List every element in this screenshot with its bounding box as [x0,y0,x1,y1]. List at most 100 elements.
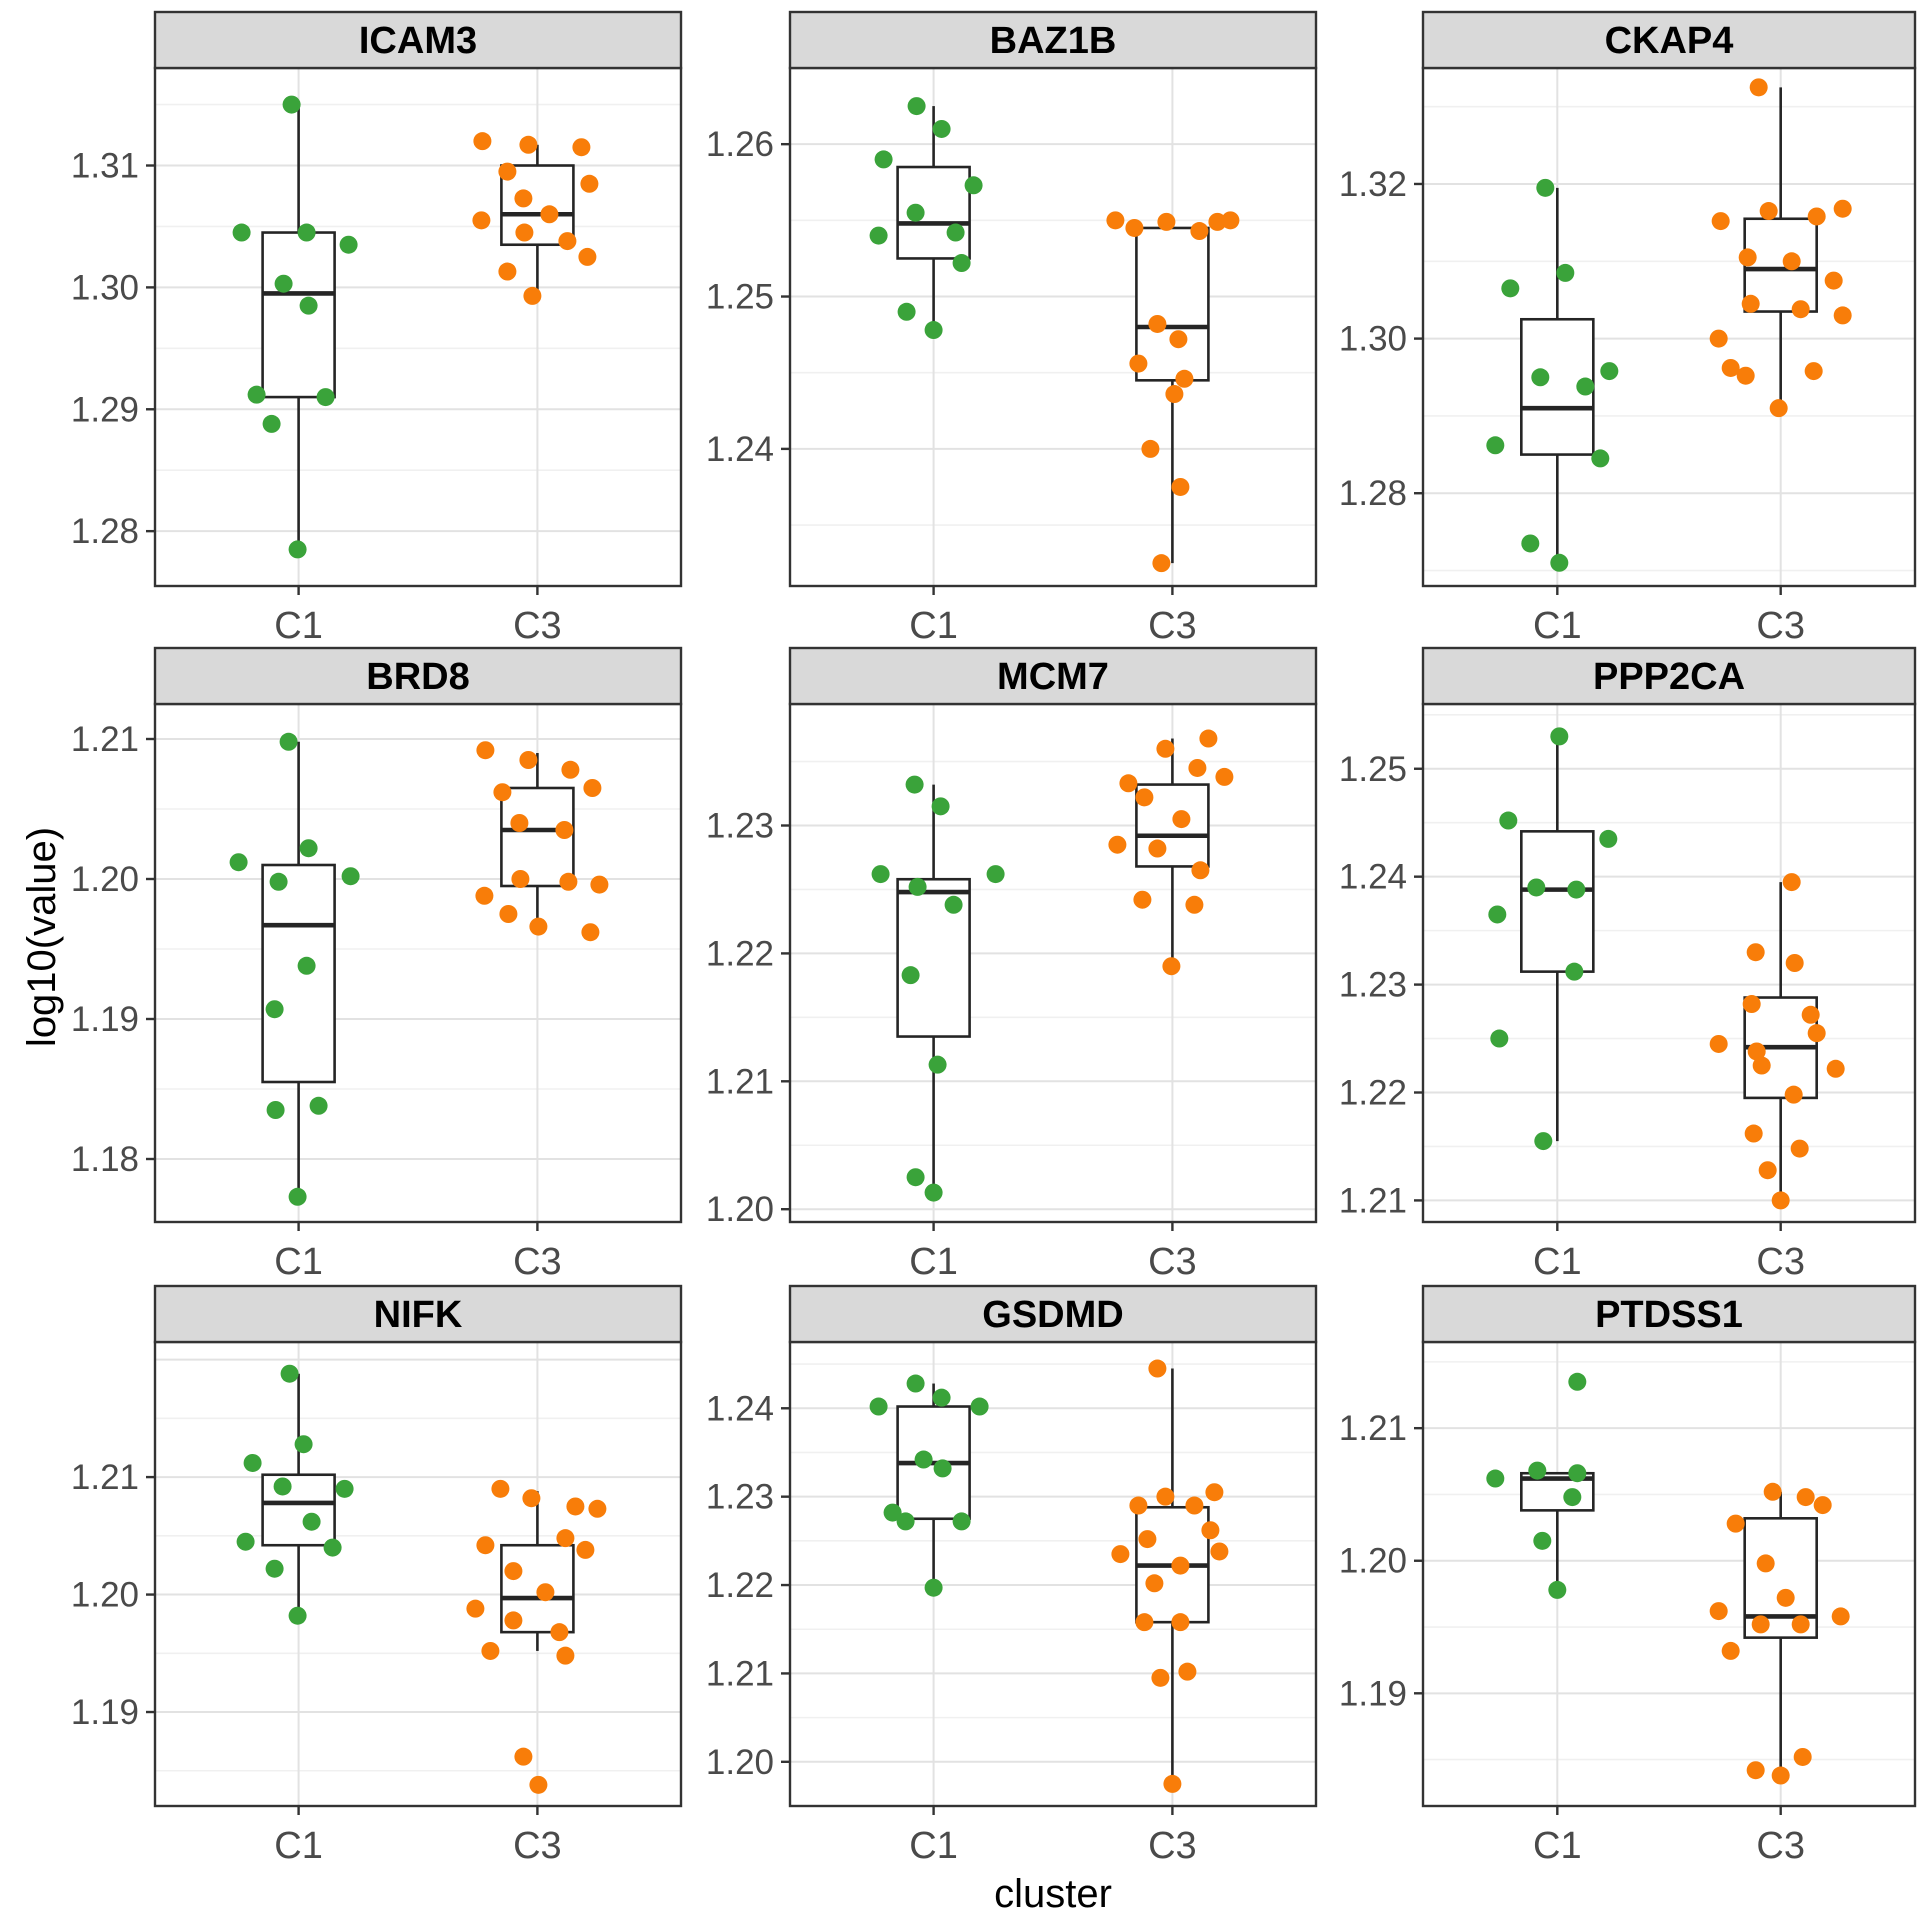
jitter-point-C3 [1162,957,1181,976]
jitter-point-C1 [279,732,298,751]
jitter-point-C3 [1148,1359,1167,1378]
jitter-point-C3 [529,1775,548,1794]
iqr-box [500,164,575,247]
jitter-point-C3 [1758,1161,1777,1180]
jitter-point-C1 [280,1364,299,1383]
jitter-point-C3 [1782,252,1801,271]
jitter-point-C3 [529,917,548,936]
facet-strip [788,10,1318,70]
jitter-point-C1 [1499,811,1518,830]
facet-strip-title: PPP2CA [1593,656,1745,698]
jitter-point-C3 [1171,1613,1190,1632]
jitter-point-C3 [519,751,538,769]
jitter-point-C1 [273,1477,292,1496]
box-CKAP4-C3 [1743,87,1818,409]
jitter-point-C1 [1527,878,1546,897]
jitter-point-C1 [1486,1469,1505,1488]
box-BRD8-C1 [261,741,336,1197]
y-tick-label: 1.19 [71,1693,139,1732]
facet-strip-title: BAZ1B [990,20,1117,62]
jitter-point-C1 [232,223,251,242]
jitter-point-C3 [1807,1024,1826,1043]
panel-PTDSS1: PTDSS1 1.19 1.20 1.21 C1 C3 [1339,1284,1917,1867]
jitter-point-C1 [931,797,950,816]
jitter-point-C1 [932,1388,951,1407]
jitter-point-C1 [908,877,927,896]
jitter-point-C1 [302,1512,321,1531]
jitter-point-C3 [1188,758,1207,777]
jitter-point-C1 [896,1512,915,1531]
y-tick-label: 1.29 [71,390,139,429]
jitter-point-C1 [274,274,293,293]
jitter-point-C3 [514,189,533,208]
jitter-point-C3 [1756,1554,1775,1573]
jitter-point-C1 [901,966,920,985]
jitter-point-C3 [511,870,530,888]
jitter-point-C3 [1785,954,1804,972]
y-tick-label: 1.18 [71,1140,139,1179]
panel-CKAP4: CKAP4 1.28 1.30 1.32 C1 C3 [1339,10,1917,647]
y-tick-label: 1.21 [71,720,139,759]
jitter-point-C3 [1108,835,1127,854]
jitter-point-C1 [932,119,951,138]
jitter-point-C3 [1135,788,1154,807]
facet-strip [788,646,1318,706]
jitter-point-C3 [583,779,602,797]
jitter-point-C3 [1796,1488,1815,1507]
jitter-point-C1 [236,1532,255,1551]
panel-BRD8: BRD8 1.18 1.19 1.20 1.21 C1 C3 [71,646,683,1283]
x-tick-label: C3 [513,1241,562,1283]
jitter-point-C3 [1752,1056,1771,1075]
iqr-box [261,863,336,1084]
jitter-point-C3 [1156,1487,1175,1506]
jitter-point-C1 [266,1101,285,1119]
y-tick-label: 1.25 [706,278,774,317]
jitter-point-C3 [1749,78,1768,97]
jitter-point-C3 [1165,385,1184,404]
jitter-point-C3 [510,814,529,832]
jitter-point-C1 [335,1479,354,1498]
y-tick-label: 1.22 [706,1566,774,1605]
jitter-point-C3 [1205,1483,1224,1502]
jitter-point-C3 [1208,212,1227,231]
jitter-point-C3 [504,1611,523,1630]
jitter-point-C3 [1833,306,1852,325]
jitter-point-C1 [952,1512,971,1531]
jitter-point-C3 [1709,1034,1728,1053]
x-tick-label: C3 [513,1825,562,1867]
jitter-point-C3 [550,1623,569,1642]
jitter-point-C1 [1556,263,1575,282]
jitter-point-C3 [1111,1545,1130,1564]
jitter-point-C1 [297,956,316,975]
jitter-point-C3 [1148,314,1167,333]
jitter-point-C3 [1721,1641,1740,1660]
x-axis-title: cluster [994,1872,1112,1916]
jitter-point-C3 [1782,873,1801,892]
jitter-point-C3 [1185,895,1204,914]
jitter-point-C3 [504,1562,523,1581]
jitter-point-C3 [1125,218,1144,237]
jitter-point-C3 [1742,995,1761,1014]
jitter-point-C3 [556,1646,575,1665]
jitter-point-C3 [578,247,597,266]
y-tick-label: 1.21 [1339,1409,1407,1448]
jitter-point-C3 [1793,1747,1812,1766]
jitter-point-C1 [871,865,890,884]
jitter-point-C3 [559,872,578,891]
jitter-point-C1 [897,302,916,321]
jitter-point-C1 [265,1559,284,1578]
jitter-point-C3 [472,211,491,230]
y-tick-label: 1.28 [71,512,139,551]
jitter-point-C3 [1201,1521,1220,1540]
jitter-point-C3 [580,174,599,193]
y-axis-title: log10(value) [20,826,64,1048]
x-tick-label: C1 [274,1241,323,1283]
y-tick-label: 1.20 [71,1576,139,1615]
jitter-point-C3 [1826,1059,1845,1078]
jitter-point-C1 [1490,1029,1509,1048]
jitter-point-C3 [1190,222,1209,241]
x-tick-label: C1 [274,605,323,647]
jitter-point-C3 [1129,354,1148,373]
jitter-point-C1 [869,1397,888,1416]
y-tick-label: 1.19 [1339,1674,1407,1713]
